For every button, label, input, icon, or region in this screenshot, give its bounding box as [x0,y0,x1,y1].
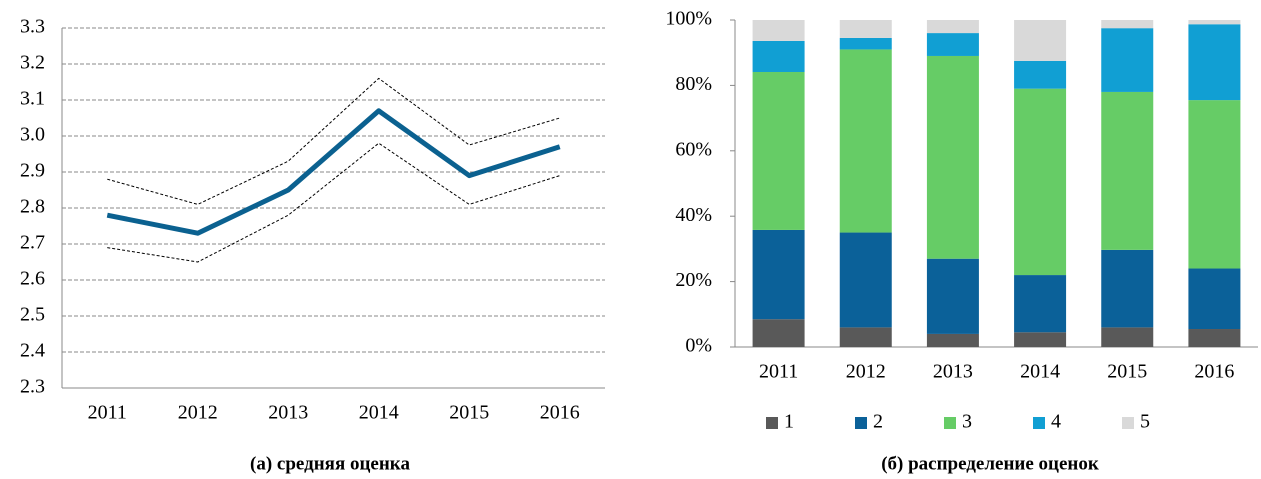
bar-segment [1101,20,1154,29]
y-tick-label: 2.3 [20,376,45,398]
x-tick-label: 2013 [933,361,973,383]
y-tick-label: 20% [675,269,712,291]
bar-segment [1014,332,1067,347]
y-tick-label: 2.9 [20,160,45,182]
y-tick-label: 80% [675,73,712,95]
bar-segment [1014,20,1067,61]
y-tick-label: 100% [665,8,712,30]
x-tick-label: 2014 [359,402,399,424]
y-tick-label: 2.6 [20,268,45,290]
line-series [107,77,560,205]
x-tick-label: 2015 [449,402,489,424]
bar-segment [752,71,805,230]
x-tick-label: 2012 [846,361,886,383]
bar-segment [1014,88,1067,276]
bar-segment [1101,327,1154,347]
bar-segment [1188,20,1241,25]
x-tick-label: 2016 [540,402,580,424]
y-tick-label: 2.4 [20,340,45,362]
bar-segment [1188,24,1241,101]
bar-segment [1014,60,1067,89]
legend-label: 4 [1051,411,1061,433]
x-tick-label: 2016 [1194,361,1234,383]
y-tick-label: 0% [685,335,712,357]
legend-label: 2 [873,411,883,433]
y-tick-label: 3.1 [20,88,45,110]
bar-segment [1188,268,1241,330]
y-tick-label: 3.3 [20,16,45,38]
bar-segment [839,327,892,347]
y-tick-label: 3.0 [20,124,45,146]
line-series [106,108,561,236]
bar-segment [926,33,979,56]
legend-swatch [944,417,956,429]
caption: (б) распределение оценок [881,453,1099,474]
legend-swatch [1033,417,1045,429]
x-tick-label: 2015 [1107,361,1147,383]
x-tick-label: 2013 [268,402,308,424]
bar-segment [839,20,892,38]
legend-swatch [855,417,867,429]
legend-label: 3 [962,411,972,433]
x-tick-label: 2011 [88,402,127,424]
legend-label: 1 [784,411,794,433]
legend-label: 5 [1140,411,1150,433]
y-tick-label: 60% [675,138,712,160]
bar-segment [839,37,892,50]
bar-segment [926,258,979,334]
y-tick-label: 2.7 [20,232,45,254]
y-tick-label: 40% [675,204,712,226]
caption: (а) средняя оценка [250,453,410,474]
bar-segment [1101,91,1154,250]
bar-segment [1101,28,1154,92]
y-tick-label: 3.2 [20,52,45,74]
x-tick-label: 2014 [1020,361,1060,383]
bar-segment [839,49,892,233]
legend-swatch [1122,417,1134,429]
bar-segment [752,20,805,41]
bar-segment [1188,100,1241,269]
x-tick-label: 2011 [759,361,798,383]
legend-swatch [766,417,778,429]
bar-segment [926,55,979,259]
y-tick-label: 2.8 [20,196,45,218]
bar-segment [1188,329,1241,347]
line-series [107,142,560,263]
bar-segment [752,40,805,72]
bar-segment [839,232,892,328]
bar-segment [1014,275,1067,333]
bar-segment [926,333,979,347]
y-tick-label: 2.5 [20,304,45,326]
bar-segment [752,319,805,347]
x-tick-label: 2012 [178,402,218,424]
bar-segment [926,20,979,34]
bar-segment [1101,249,1154,328]
bar-segment [752,229,805,320]
